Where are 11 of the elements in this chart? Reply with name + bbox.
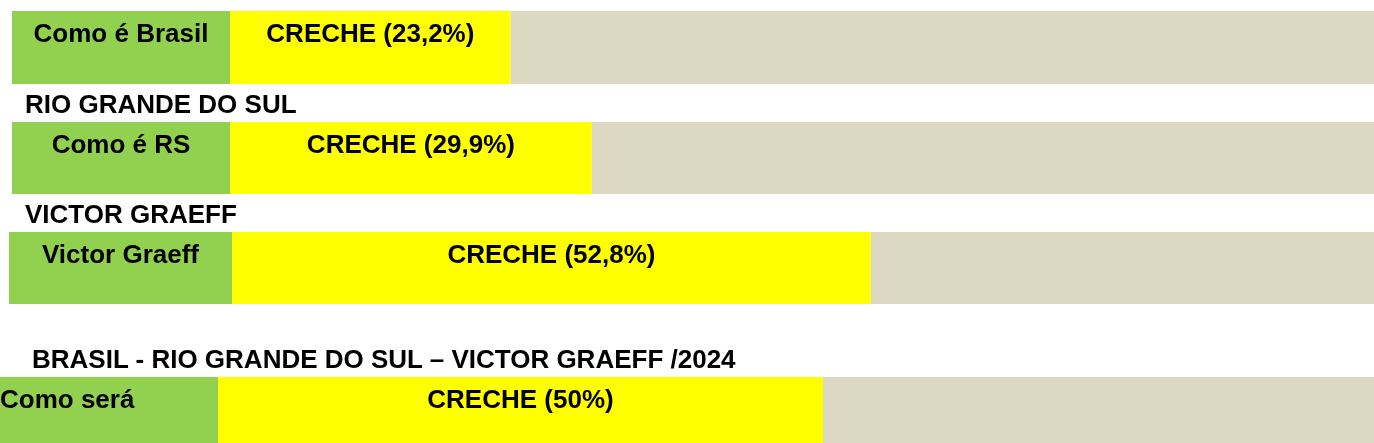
y-tick-label: Como será bbox=[0, 384, 135, 414]
text: VICTOR GRAEFF bbox=[25, 199, 237, 229]
data-label: CRECHE (29,9%) bbox=[306, 129, 515, 159]
text: BRASIL - RIO GRANDE DO SUL – VICTOR GRAEFF /2024 bbox=[32, 344, 737, 374]
y-tick-label: Como é RS bbox=[51, 129, 191, 159]
y-tick-label: Como é Brasil bbox=[33, 18, 209, 48]
y-tick-label: Victor Graeff bbox=[41, 239, 200, 269]
text: RIO GRANDE DO SUL bbox=[25, 89, 297, 119]
data-label: CRECHE (52,8%) bbox=[447, 239, 656, 269]
data-label: CRECHE (50%) bbox=[427, 384, 614, 414]
data-label: CRECHE (23,2%) bbox=[266, 18, 475, 48]
